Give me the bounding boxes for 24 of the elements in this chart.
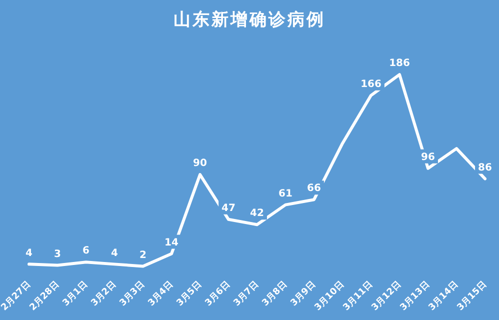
data-label: 90 bbox=[193, 158, 208, 170]
data-label: 6 bbox=[82, 246, 90, 257]
x-tick-label: 3月6日 bbox=[202, 279, 232, 309]
x-tick-label: 3月2日 bbox=[88, 279, 118, 309]
data-label: 4 bbox=[111, 248, 118, 259]
data-label: 14 bbox=[164, 237, 179, 248]
chart-title: 山东新增确诊病例 bbox=[172, 9, 326, 31]
data-label: 42 bbox=[250, 208, 264, 220]
data-label: 47 bbox=[222, 202, 236, 214]
data-label: 86 bbox=[478, 162, 492, 174]
data-label: 3 bbox=[54, 248, 62, 260]
data-label: 66 bbox=[307, 183, 321, 194]
x-tick-label: 3月1日 bbox=[60, 279, 90, 309]
data-label: 166 bbox=[360, 79, 382, 90]
data-label: 186 bbox=[389, 58, 410, 70]
data-label: 4 bbox=[26, 248, 33, 259]
x-tick-label: 3月3日 bbox=[117, 279, 147, 309]
data-label: 2 bbox=[140, 250, 147, 261]
x-tick-label: 3月7日 bbox=[231, 279, 261, 309]
data-label: 61 bbox=[278, 188, 292, 200]
x-tick-label: 3月4日 bbox=[146, 279, 176, 309]
data-label: 96 bbox=[421, 152, 435, 163]
x-tick-label: 3月8日 bbox=[260, 279, 290, 309]
x-tick-label: 3月5日 bbox=[174, 279, 204, 309]
